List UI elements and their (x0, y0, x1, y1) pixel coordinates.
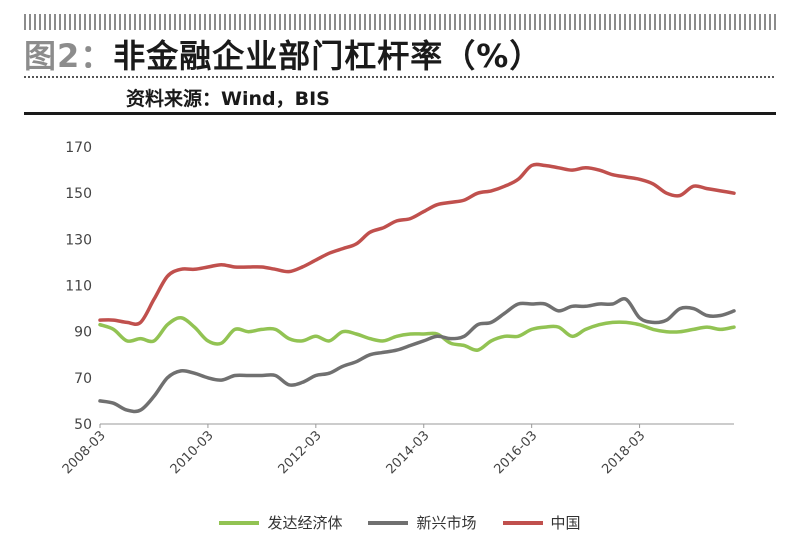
legend-label-china: 中国 (550, 514, 581, 532)
x-tick-label: 2016-03 (491, 428, 540, 477)
chart-title: 图2： 非金融企业部门杠杆率（%） (24, 34, 543, 75)
x-tick-label: 2018-03 (599, 428, 648, 477)
legend-swatch-emerging (368, 520, 409, 525)
header-hatch-bar (24, 14, 776, 30)
y-tick-label: 50 (74, 417, 92, 433)
x-tick-label: 2014-03 (384, 428, 433, 477)
y-tick-label: 110 (65, 279, 92, 295)
series-line-developed (98, 316, 736, 352)
series-line-emerging (98, 297, 736, 414)
x-tick-label: 2012-03 (276, 428, 325, 477)
y-tick-label: 150 (65, 186, 92, 202)
line-chart: 50 70 90 110 130 150 170 2008-03 2010-03 2012-03 2… (60, 140, 736, 477)
y-tick-label: 130 (65, 232, 92, 248)
source-note: 资料来源：Wind，BIS (126, 88, 330, 110)
y-tick-label: 70 (74, 371, 92, 387)
dotted-divider (24, 76, 776, 78)
x-tick-label: 2010-03 (168, 428, 217, 477)
chart-legend: 发达经济体 新兴市场 中国 (0, 512, 800, 533)
legend-item-developed: 发达经济体 (219, 512, 342, 533)
legend-item-emerging: 新兴市场 (368, 512, 477, 533)
figure-label: 图2： (24, 37, 114, 75)
legend-label-emerging: 新兴市场 (416, 514, 477, 532)
legend-item-china: 中国 (502, 512, 581, 533)
legend-swatch-developed (219, 520, 260, 525)
header-divider (24, 112, 776, 115)
legend-swatch-china (502, 520, 543, 525)
y-tick-label: 90 (74, 325, 92, 341)
legend-label-developed: 发达经济体 (267, 514, 343, 532)
y-tick-label: 170 (65, 140, 92, 156)
page-title: 非金融企业部门杠杆率（%） (113, 37, 543, 75)
series-line-china (98, 162, 736, 326)
x-tick-label: 2008-03 (60, 428, 109, 477)
